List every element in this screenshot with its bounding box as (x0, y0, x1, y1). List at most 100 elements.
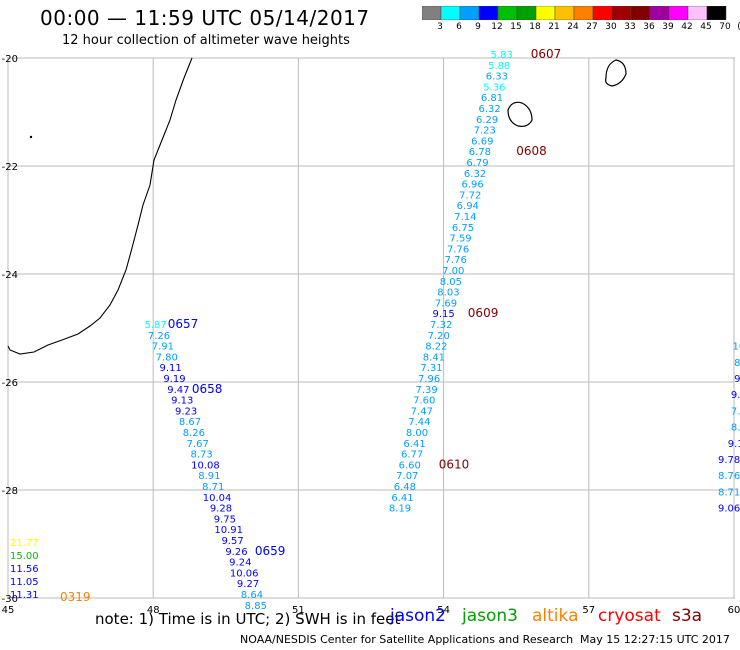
wave-height-value: 9.26 (225, 547, 247, 558)
wave-height-value: 10 (732, 342, 740, 353)
wave-height-value: 9.13 (171, 396, 193, 407)
wave-height-value: 5.88 (488, 61, 510, 72)
map-subtitle: 12 hour collection of altimeter wave hei… (62, 33, 350, 48)
wave-height-value: 6.81 (481, 93, 503, 104)
wave-height-value: 7.80 (156, 352, 178, 363)
lat-tick-label: -20 (2, 54, 18, 65)
pass-time-label: 0658 (192, 382, 223, 396)
wave-height-value: 6.33 (486, 72, 508, 83)
plot-frame (7, 57, 735, 599)
wave-height-value: 9.78 (718, 455, 740, 466)
wave-height-value: 6.94 (457, 201, 479, 212)
lat-tick-label: -26 (2, 378, 18, 389)
wave-height-value: 9.13 (728, 439, 740, 450)
wave-height-value: 7.76 (445, 255, 467, 266)
wave-height-value: 8.22 (425, 342, 447, 353)
wave-height-value: 11.31 (10, 590, 39, 601)
wave-height-value: 6.41 (391, 493, 413, 504)
wave-height-value: 9.11 (159, 363, 181, 374)
lon-tick-label: 54 (437, 605, 450, 616)
wave-height-value: 7.00 (442, 266, 464, 277)
legend-label: 18 (529, 22, 541, 32)
wave-height-value: 21.77 (10, 538, 39, 549)
wave-height-value: 5.36 (483, 82, 505, 93)
satellite-name-jason2: jason2 (390, 606, 446, 626)
wave-height-value: 7.44 (408, 417, 430, 428)
wave-height-value: 9.1 (731, 390, 740, 401)
wave-height-value: 6.79 (466, 158, 488, 169)
wave-height-value: 7.96 (418, 374, 440, 385)
legend-label: 70 (719, 22, 731, 32)
map-title: 00:00 — 11:59 UTC 05/14/2017 (40, 6, 370, 30)
wave-height-value: 7.2 (731, 406, 740, 417)
legend-label: 27 (586, 22, 598, 32)
wave-height-value: 7.39 (416, 385, 438, 396)
wave-height-value: 10.04 (203, 493, 232, 504)
wave-height-value: 7.47 (411, 406, 433, 417)
satellite-name-jason3: jason3 (462, 606, 518, 626)
lon-tick-label: 60 (728, 605, 740, 616)
wave-height-value: 9.47 (167, 385, 189, 396)
wave-height-value: 8.00 (406, 428, 428, 439)
legend-label: 15 (510, 22, 522, 32)
pass-time-label: 0607 (531, 47, 562, 61)
wave-height-value: 7.23 (474, 126, 496, 137)
wave-height-value: 7.26 (148, 331, 170, 342)
pass-time-label: 0659 (255, 544, 286, 558)
wave-height-value: 8.73 (190, 450, 212, 461)
legend-label: 9 (475, 22, 481, 32)
wave-height-value: 9.28 (210, 504, 232, 515)
satellite-name-altika: altika (532, 606, 579, 626)
legend-label: 21 (548, 22, 560, 32)
legend-label: 42 (681, 22, 693, 32)
legend-label: 12 (491, 22, 503, 32)
wave-height-value: 9.24 (229, 558, 251, 569)
wave-height-value: 7.14 (454, 212, 476, 223)
lat-tick-label: -30 (2, 594, 18, 605)
pass-time-label: 0319 (60, 590, 91, 604)
legend-label: 30 (605, 22, 617, 32)
wave-height-value: 9.75 (214, 514, 236, 525)
wave-height-value: 10.08 (191, 460, 220, 471)
wave-height-value: 8.91 (198, 471, 220, 482)
wave-height-value: 7.60 (413, 396, 435, 407)
wave-height-value: 7.59 (449, 234, 471, 245)
wave-height-value: 10.91 (214, 525, 243, 536)
wave-height-value: 6.78 (469, 147, 491, 158)
legend-label: 24 (567, 22, 579, 32)
wave-height-value: 7.31 (420, 363, 442, 374)
wave-height-value: 8.71 (718, 487, 740, 498)
wave-height-value: 6.32 (464, 169, 486, 180)
wave-height-value: 8.03 (437, 288, 459, 299)
mauritius-island (605, 59, 627, 87)
pass-time-label: 0609 (468, 306, 499, 320)
wave-height-value: 7.91 (152, 342, 174, 353)
wave-height-value: 7.07 (396, 471, 418, 482)
wave-height-value: 8.26 (183, 428, 205, 439)
legend-label: 45 (700, 22, 712, 32)
wave-height-value: 8.64 (241, 590, 263, 601)
lon-tick-label: 45 (2, 605, 15, 616)
wave-height-value: 8.71 (202, 482, 224, 493)
wave-height-value: 11.56 (10, 564, 39, 575)
lat-tick-label: -28 (2, 486, 18, 497)
wave-height-value: 9.57 (221, 536, 243, 547)
wave-height-value: 8.05 (440, 277, 462, 288)
wave-height-value: 7.32 (430, 320, 452, 331)
lon-tick-label: 51 (292, 605, 305, 616)
wave-height-value: 7.67 (187, 439, 209, 450)
generated-timestamp: May 15 12:27:15 UTC 2017 (580, 633, 730, 646)
legend-label: 3 (437, 22, 443, 32)
wave-height-value: 15.00 (10, 551, 39, 562)
lat-tick-label: -22 (2, 162, 18, 173)
wave-height-value: 5.83 (491, 50, 513, 61)
wave-height-value: 6.96 (462, 180, 484, 191)
wave-height-value: 9.23 (175, 406, 197, 417)
wave-height-value: 11.05 (10, 577, 39, 588)
wave-height-value: 6.48 (394, 482, 416, 493)
lon-tick-label: 48 (147, 605, 160, 616)
wave-height-value: 6.75 (452, 223, 474, 234)
wave-height-value: 6.77 (401, 450, 423, 461)
